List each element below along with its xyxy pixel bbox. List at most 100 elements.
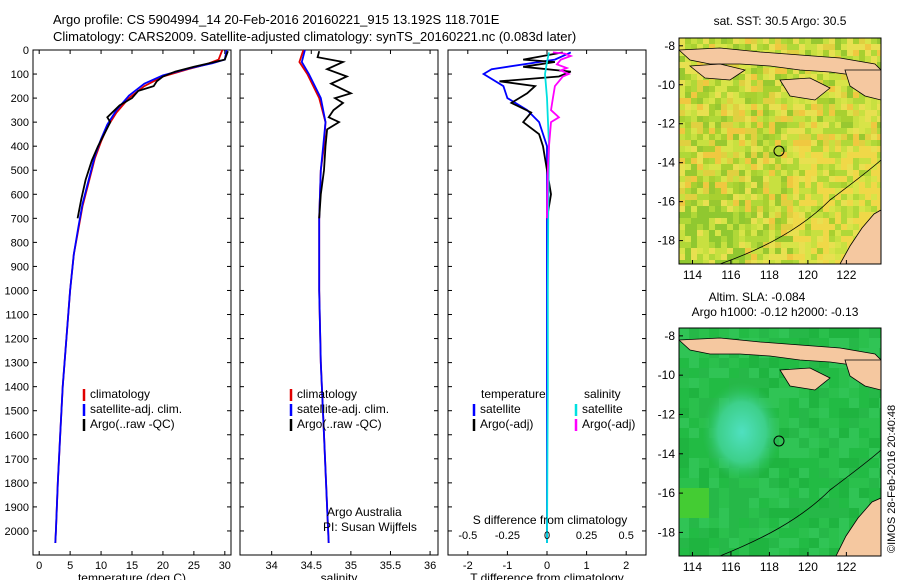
y-tick-label: 2000 [5,526,29,538]
sst-land-sumba [779,77,831,101]
y-tick-label: 1000 [5,285,29,297]
y-tick-label: 1400 [5,382,29,394]
x2-tick-label: 0 [544,530,550,542]
map-y-tick-label: -14 [658,447,676,461]
legend-label: climatology [90,387,150,401]
sst-land-australia [839,209,881,264]
x-tick-label: 0 [36,560,42,572]
x-tick-label: 2 [623,560,629,572]
x-tick-label: 35.5 [380,560,401,572]
sst-map-panel: sat. SST: 30.5 Argo: 30.5 114 116 118 120 12… [658,14,882,282]
y-tick-label: 600 [11,189,29,201]
legend-heading-salinity: salinity [584,387,621,401]
series-line-satellite-adj-clim- [54,49,228,544]
map-y-tick-label: -8 [664,39,675,53]
imos-credit: ©IMOS 28-Feb-2016 20:40:48 [886,405,898,553]
annotation-line2: PI: Susan Wijffels [323,520,417,534]
legend-label: satellite-adj. clim. [90,402,182,416]
sla-map-subtitle: Argo h1000: -0.12 h2000: -0.13 [692,305,859,319]
x2-tick-label: 0.5 [619,530,634,542]
legend-label: Argo(-adj) [480,417,533,431]
y-tick-label: 1300 [5,358,29,370]
plot-frame [239,49,439,556]
x-tick-label: 20 [157,560,169,572]
map-y-tick-label: -8 [664,329,675,343]
series-line-argo-raw-qc- [76,50,229,219]
series-line-t-argo-adj- [499,51,572,219]
x-tick-label: -2 [463,560,473,572]
sst-land-timor [844,69,881,101]
legend-label: Argo(-adj) [582,417,635,431]
x2-tick-label: -0.25 [495,530,520,542]
x-tick-label: 5 [67,560,73,572]
map-x-tick-label: 118 [760,560,779,574]
series-line-s-argo-adj- [546,51,574,219]
x-tick-label: 36 [424,560,436,572]
temperature-panel: 0 5 10 15 20 25 300100200300400500600700800900… [5,45,232,580]
y-tick-label: 1500 [5,406,29,418]
x-tick-label: -1 [503,560,513,572]
sla-profile-marker [773,435,785,447]
x-tick-label: 34.5 [301,560,322,572]
map-x-tick-label: 116 [721,268,740,282]
figure-title-line2: Climatology: CARS2009. Satellite-adjuste… [53,29,577,44]
sst-map-title: sat. SST: 30.5 Argo: 30.5 [714,14,847,28]
map-y-tick-label: -16 [658,486,676,500]
series-line-climatology [298,49,330,544]
sla-land-timor [844,359,881,391]
x-axis-label: temperature (deg C) [78,571,186,580]
x-tick-label: 10 [95,560,107,572]
y-tick-label: 900 [11,261,29,273]
plot-frame [32,49,232,556]
x-axis-label: salinity [321,571,358,580]
map-x-tick-label: 114 [683,560,702,574]
series-line-satellite-adj-clim- [300,49,330,544]
map-x-tick-label: 116 [721,560,740,574]
legend-label: climatology [297,387,357,401]
x2-axis-label: S difference from climatology [473,513,628,527]
map-y-tick-label: -12 [658,117,676,131]
sla-map-panel: Altim. SLA: -0.084 Argo h1000: -0.12 h20… [658,290,882,574]
annotation-line1: Argo Australia [327,505,402,519]
map-y-tick-label: -10 [658,78,676,92]
y-tick-label: 1600 [5,430,29,442]
sla-map-title: Altim. SLA: -0.084 [709,290,806,304]
y-tick-label: 100 [11,69,29,81]
x-tick-label: 1 [584,560,590,572]
legend-label: Argo(..raw -QC) [90,417,175,431]
map-x-tick-label: 120 [798,268,818,282]
y-tick-label: 300 [11,117,29,129]
x-tick-label: 15 [126,560,138,572]
legend-label: satellite-adj. clim. [297,402,389,416]
difference-panel: -2 -1 0 1 2T difference from climatology temp… [447,49,647,580]
salinity-panel: 34 34.5 35 35.5 36 salinity climatologysatelli… [239,49,439,580]
legend-label: satellite [582,402,623,416]
x-tick-label: 35 [345,560,357,572]
x-tick-label: 0 [544,560,550,572]
y-tick-label: 1100 [5,310,29,322]
sst-land-sumbawa [688,63,746,81]
sst-bathymetry [719,159,881,264]
x2-tick-label: -0.5 [458,530,477,542]
series-line-argo-raw-qc- [316,50,354,219]
map-y-tick-label: -18 [658,234,676,248]
y-tick-label: 200 [11,93,29,105]
series-line-climatology [54,49,224,544]
map-y-tick-label: -12 [658,407,676,421]
y-tick-label: 500 [11,165,29,177]
y-tick-label: 1900 [5,502,29,514]
map-y-tick-label: -18 [658,525,676,539]
sla-land-sumba [779,367,831,391]
map-x-tick-label: 122 [836,268,856,282]
map-y-tick-label: -16 [658,195,676,209]
x-tick-label: 30 [219,560,231,572]
y-tick-label: 0 [23,45,29,57]
map-x-tick-label: 120 [798,560,818,574]
legend-heading-temperature: temperature [481,387,546,401]
x-tick-label: 34 [266,560,278,572]
y-tick-label: 1700 [5,454,29,466]
sst-profile-marker [773,145,785,157]
sla-bathymetry [719,449,881,556]
map-x-tick-label: 122 [836,560,856,574]
